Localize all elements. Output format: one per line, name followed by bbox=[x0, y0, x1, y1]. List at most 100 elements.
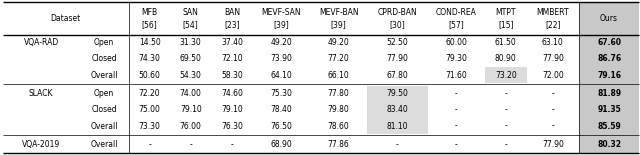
Text: [57]: [57] bbox=[449, 20, 464, 29]
Text: 79.30: 79.30 bbox=[445, 54, 467, 64]
Text: SAN: SAN bbox=[183, 8, 198, 17]
Bar bbox=[484, 67, 527, 83]
Text: 58.30: 58.30 bbox=[221, 71, 243, 80]
Text: 77.90: 77.90 bbox=[542, 140, 564, 149]
Text: Open: Open bbox=[94, 38, 115, 47]
Text: VQA-2019: VQA-2019 bbox=[22, 140, 60, 149]
Text: 80.32: 80.32 bbox=[597, 140, 621, 149]
Text: 77.90: 77.90 bbox=[387, 54, 408, 64]
Text: 78.60: 78.60 bbox=[328, 122, 349, 131]
Text: Closed: Closed bbox=[92, 54, 117, 64]
Text: -: - bbox=[455, 89, 458, 98]
Text: 71.60: 71.60 bbox=[445, 71, 467, 80]
Text: [22]: [22] bbox=[545, 20, 561, 29]
Text: -: - bbox=[455, 140, 458, 149]
Text: 85.59: 85.59 bbox=[597, 122, 621, 131]
Text: 66.10: 66.10 bbox=[328, 71, 349, 80]
Text: MEVF-BAN: MEVF-BAN bbox=[319, 8, 358, 17]
Text: COND-REA: COND-REA bbox=[436, 8, 477, 17]
Text: -: - bbox=[230, 140, 234, 149]
Text: 77.20: 77.20 bbox=[328, 54, 349, 64]
Text: 79.50: 79.50 bbox=[387, 89, 408, 98]
Bar bbox=[367, 102, 428, 118]
Text: [15]: [15] bbox=[498, 20, 513, 29]
Text: 73.20: 73.20 bbox=[495, 71, 516, 80]
Text: 73.30: 73.30 bbox=[139, 122, 161, 131]
Text: 60.00: 60.00 bbox=[445, 38, 467, 47]
Text: 79.16: 79.16 bbox=[597, 71, 621, 80]
Text: 75.30: 75.30 bbox=[271, 89, 292, 98]
Text: 75.00: 75.00 bbox=[139, 105, 161, 114]
Text: 86.76: 86.76 bbox=[597, 54, 621, 64]
Text: 72.00: 72.00 bbox=[542, 71, 564, 80]
Text: -: - bbox=[504, 105, 507, 114]
Text: 49.20: 49.20 bbox=[271, 38, 292, 47]
Text: 76.30: 76.30 bbox=[221, 122, 243, 131]
Text: CPRD-BAN: CPRD-BAN bbox=[378, 8, 417, 17]
Text: -: - bbox=[552, 89, 554, 98]
Text: 77.86: 77.86 bbox=[328, 140, 349, 149]
Text: 83.40: 83.40 bbox=[387, 105, 408, 114]
Text: -: - bbox=[455, 105, 458, 114]
Text: -: - bbox=[552, 105, 554, 114]
Text: 76.00: 76.00 bbox=[180, 122, 202, 131]
Text: -: - bbox=[396, 140, 399, 149]
Text: -: - bbox=[504, 122, 507, 131]
Text: 78.40: 78.40 bbox=[271, 105, 292, 114]
Text: 63.10: 63.10 bbox=[542, 38, 564, 47]
Text: -: - bbox=[189, 140, 192, 149]
Text: 77.90: 77.90 bbox=[542, 54, 564, 64]
Text: [39]: [39] bbox=[274, 20, 289, 29]
Text: MEVF-SAN: MEVF-SAN bbox=[262, 8, 301, 17]
Text: -: - bbox=[504, 140, 507, 149]
Text: 79.10: 79.10 bbox=[221, 105, 243, 114]
Text: VQA-RAD: VQA-RAD bbox=[24, 38, 59, 47]
Text: 91.35: 91.35 bbox=[597, 105, 621, 114]
Text: 74.00: 74.00 bbox=[180, 89, 202, 98]
Text: Ours: Ours bbox=[600, 14, 618, 23]
Text: 79.10: 79.10 bbox=[180, 105, 202, 114]
Text: Closed: Closed bbox=[92, 105, 117, 114]
Text: 14.50: 14.50 bbox=[139, 38, 161, 47]
Text: 69.50: 69.50 bbox=[180, 54, 202, 64]
Text: -: - bbox=[504, 89, 507, 98]
Text: 49.20: 49.20 bbox=[328, 38, 349, 47]
Text: 72.20: 72.20 bbox=[139, 89, 161, 98]
Text: [54]: [54] bbox=[183, 20, 198, 29]
Text: 76.50: 76.50 bbox=[271, 122, 292, 131]
Text: 54.30: 54.30 bbox=[180, 71, 202, 80]
Text: 67.80: 67.80 bbox=[387, 71, 408, 80]
Text: MTPT: MTPT bbox=[495, 8, 516, 17]
Text: [30]: [30] bbox=[390, 20, 405, 29]
Text: 81.10: 81.10 bbox=[387, 122, 408, 131]
Text: 72.10: 72.10 bbox=[221, 54, 243, 64]
Bar bbox=[367, 86, 428, 102]
Text: SLACK: SLACK bbox=[29, 89, 54, 98]
Text: -: - bbox=[148, 140, 151, 149]
Text: Overall: Overall bbox=[90, 140, 118, 149]
Text: [56]: [56] bbox=[141, 20, 157, 29]
Text: 50.60: 50.60 bbox=[139, 71, 161, 80]
Text: 77.80: 77.80 bbox=[328, 89, 349, 98]
Text: Overall: Overall bbox=[90, 122, 118, 131]
Text: 64.10: 64.10 bbox=[271, 71, 292, 80]
Text: 79.80: 79.80 bbox=[328, 105, 349, 114]
Text: 52.50: 52.50 bbox=[387, 38, 408, 47]
Text: 74.30: 74.30 bbox=[139, 54, 161, 64]
Bar bbox=[579, 2, 639, 153]
Text: Dataset: Dataset bbox=[51, 14, 81, 23]
Text: [39]: [39] bbox=[331, 20, 346, 29]
Text: Overall: Overall bbox=[90, 71, 118, 80]
Text: 81.89: 81.89 bbox=[597, 89, 621, 98]
Text: 37.40: 37.40 bbox=[221, 38, 243, 47]
Text: 74.60: 74.60 bbox=[221, 89, 243, 98]
Bar bbox=[367, 118, 428, 134]
Text: [23]: [23] bbox=[224, 20, 240, 29]
Text: 31.30: 31.30 bbox=[180, 38, 202, 47]
Text: 68.90: 68.90 bbox=[271, 140, 292, 149]
Text: Open: Open bbox=[94, 89, 115, 98]
Text: 80.90: 80.90 bbox=[495, 54, 516, 64]
Text: MFB: MFB bbox=[141, 8, 157, 17]
Text: 73.90: 73.90 bbox=[271, 54, 292, 64]
Text: -: - bbox=[552, 122, 554, 131]
